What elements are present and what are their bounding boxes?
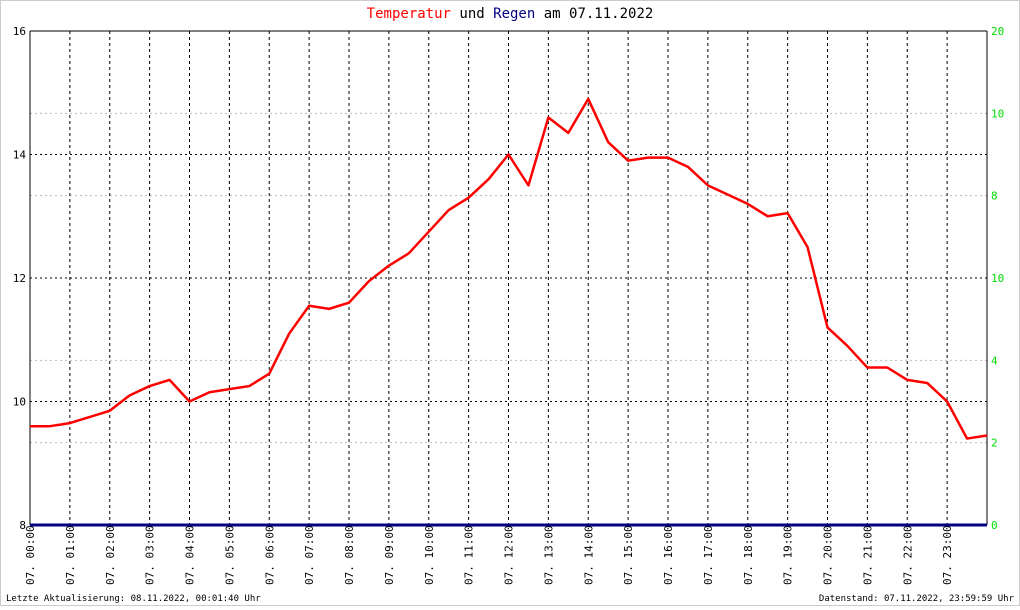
y-tick-label: 10 [13, 396, 26, 409]
x-tick-label: 07. 21:00 [861, 525, 874, 585]
y-tick-label: 14 [13, 149, 27, 162]
x-tick-label: 07. 13:00 [542, 525, 555, 585]
x-tick-label: 07. 16:00 [662, 525, 675, 585]
title-part: Temperatur [367, 6, 451, 22]
x-tick-label: 07. 02:00 [104, 525, 117, 585]
footer-right: Datenstand: 07.11.2022, 23:59:59 Uhr [819, 594, 1015, 604]
y2-tick-label: 2 [991, 437, 998, 450]
x-tick-label: 07. 07:00 [303, 525, 316, 585]
x-tick-label: 07. 05:00 [223, 525, 236, 585]
y-tick-label: 8 [19, 519, 26, 532]
y-tick-label: 16 [13, 25, 26, 38]
x-tick-label: 07. 01:00 [64, 525, 77, 585]
series-line [30, 97, 988, 440]
x-tick-label: 07. 10:00 [423, 525, 436, 585]
title-part: am 07.11.2022 [544, 6, 654, 22]
x-tick-label: 07. 08:00 [343, 525, 356, 585]
x-tick-label: 07. 18:00 [742, 525, 755, 585]
y2-tick-label: 0 [991, 519, 998, 532]
x-tick-label: 07. 20:00 [822, 525, 835, 585]
y2-tick-label: 10 [991, 107, 1004, 120]
title-part: Regen [493, 6, 535, 22]
y2-tick-label: 8 [991, 190, 998, 203]
x-tick-label: 07. 15:00 [622, 525, 635, 585]
x-tick-label: 07. 14:00 [582, 525, 595, 585]
x-tick-label: 07. 09:00 [383, 525, 396, 585]
x-tick-label: 07. 23:00 [941, 525, 954, 585]
x-tick-label: 07. 00:00 [24, 525, 37, 585]
y2-tick-label: 20 [991, 25, 1004, 38]
x-tick-label: 07. 17:00 [702, 525, 715, 585]
x-tick-label: 07. 06:00 [263, 525, 276, 585]
x-tick-label: 07. 12:00 [503, 525, 516, 585]
y2-tick-label: 10 [991, 272, 1004, 285]
y2-tick-label: 4 [991, 354, 998, 367]
title-part: und [459, 6, 484, 22]
chart-title: Temperatur und Regen am 07.11.2022 [367, 6, 654, 22]
x-tick-label: 07. 19:00 [782, 525, 795, 585]
x-tick-label: 07. 11:00 [463, 525, 476, 585]
x-tick-label: 07. 03:00 [144, 525, 157, 585]
x-tick-label: 07. 22:00 [901, 525, 914, 585]
x-tick-label: 07. 04:00 [184, 525, 197, 585]
y-tick-label: 12 [13, 272, 26, 285]
footer-left: Letzte Aktualisierung: 08.11.2022, 00:01… [6, 594, 261, 604]
